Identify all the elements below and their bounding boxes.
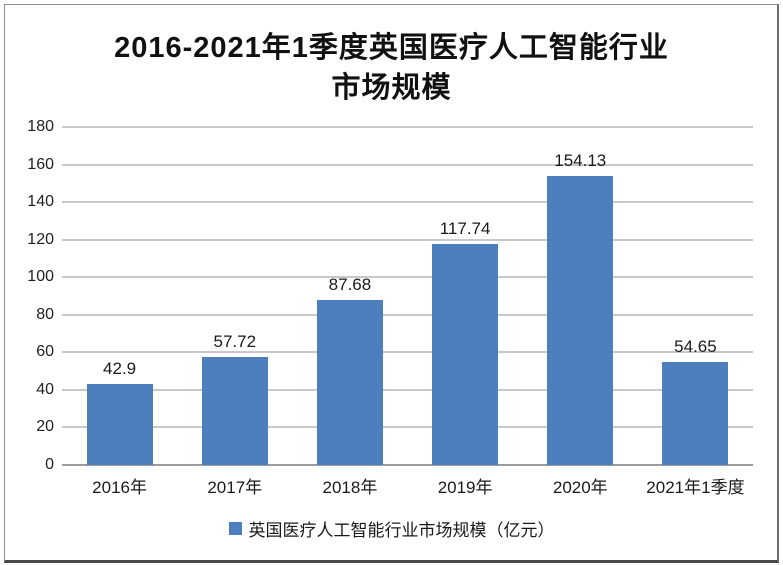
bar-value-label: 117.74 [439,218,491,238]
x-axis-category-label: 2019年 [437,478,493,497]
legend-swatch-icon [228,522,242,535]
y-tick-label: 60 [36,343,54,361]
bar [201,356,268,465]
gridline [62,313,753,316]
gridline [62,238,753,241]
y-tick-label: 100 [27,268,54,286]
legend: 英国医疗人工智能行业市场规模（亿元） [0,516,783,541]
bar-series: 42.9 57.72 87.68 117.74 154.13 54.65 [62,127,753,465]
bar-slot: 57.72 [177,127,292,465]
bar-slot: 42.9 [62,127,177,465]
y-tick-label: 120 [27,230,54,248]
gridline [62,201,753,204]
bar-value-label: 54.65 [674,337,717,357]
plot-area: 42.9 57.72 87.68 117.74 154.13 54.65 [62,126,753,466]
bar [547,175,614,465]
x-axis-category-label: 2020年 [552,478,608,497]
x-axis-labels: 2016年 2017年 2018年 2019年 2020年 2021年1季度 [62,473,753,498]
chart-title-line-2: 市场规模 [331,72,452,104]
bar [316,300,383,465]
y-tick-label: 40 [36,380,54,398]
y-tick-label: 180 [27,118,54,135]
bar [432,243,499,465]
bar [662,362,729,465]
x-axis-category-label: 2016年 [92,478,147,497]
bar-value-label: 154.13 [554,150,607,170]
x-axis-baseline [62,464,753,466]
chart-title: 2016-2021年1季度英国医疗人工智能行业 市场规模 [0,28,783,108]
gridline [62,276,753,279]
y-tick-label: 0 [45,456,54,473]
x-axis-category-label: 2018年 [322,478,378,497]
gridline [62,388,753,391]
y-axis-tick-labels: 0 20 40 60 80 100 120 140 160 180 [8,118,54,473]
bar-value-label: 57.72 [213,331,257,351]
y-tick-label: 20 [36,418,54,436]
y-tick-label: 160 [27,155,54,173]
legend-label: 英国医疗人工智能行业市场规模（亿元） [248,521,555,540]
y-tick-label: 80 [36,305,54,323]
gridline [62,426,753,429]
bar-slot: 87.68 [292,127,407,465]
x-axis-category-label: 2017年 [207,478,263,497]
bar-slot: 154.13 [523,127,638,465]
bar-slot: 54.65 [638,127,753,465]
gridline [62,126,753,128]
bar-value-label: 42.9 [103,359,137,379]
bar-slot: 117.74 [408,127,523,465]
bar-value-label: 87.68 [328,275,372,295]
gridline [62,163,753,166]
chart-title-line-1: 2016-2021年1季度英国医疗人工智能行业 [114,32,669,64]
x-axis-category-label: 2021年1季度 [646,478,745,497]
bar [86,384,153,465]
gridline [62,351,753,354]
y-tick-label: 140 [27,193,54,211]
